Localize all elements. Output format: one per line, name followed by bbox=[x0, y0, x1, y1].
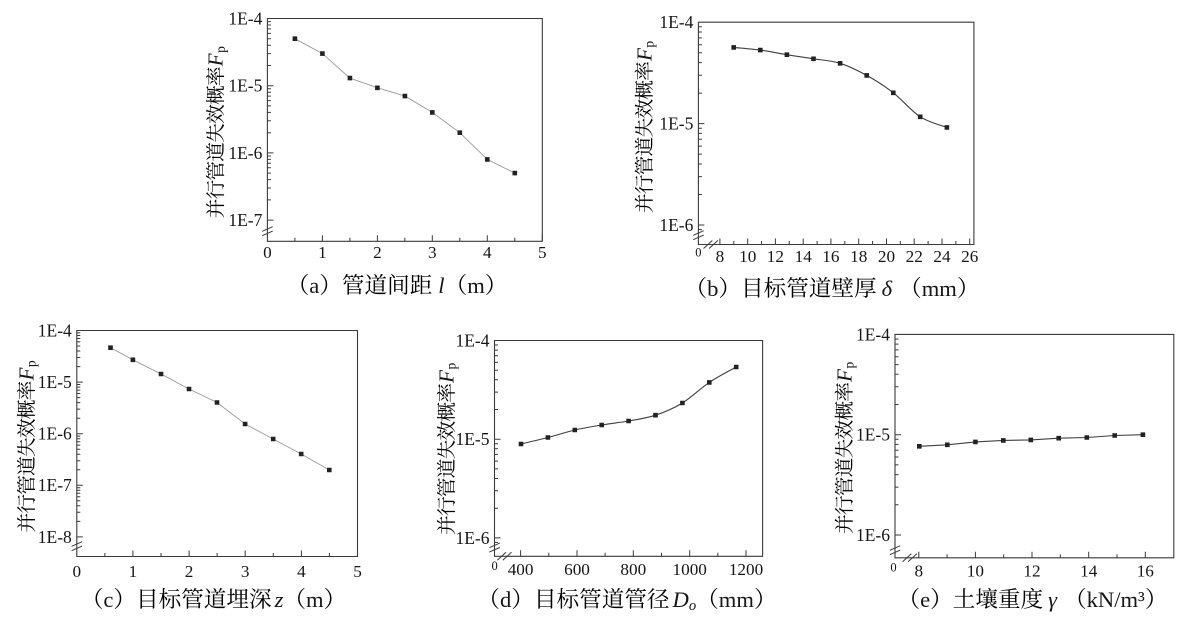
svg-text:2: 2 bbox=[373, 243, 382, 262]
svg-text:1E-7: 1E-7 bbox=[38, 475, 72, 495]
svg-text:1: 1 bbox=[318, 243, 327, 262]
svg-text:1E-6: 1E-6 bbox=[228, 143, 262, 163]
svg-text:14: 14 bbox=[1080, 562, 1098, 581]
svg-text:16: 16 bbox=[1137, 562, 1155, 581]
svg-text:0: 0 bbox=[73, 562, 82, 581]
svg-text:z: z bbox=[274, 587, 284, 612]
svg-text:1E-5: 1E-5 bbox=[228, 76, 262, 96]
svg-text:δ: δ bbox=[882, 276, 893, 301]
svg-text:1000: 1000 bbox=[673, 560, 707, 579]
svg-text:mm: mm bbox=[922, 276, 958, 301]
svg-text:1E-4: 1E-4 bbox=[38, 320, 72, 340]
svg-text:1E-4: 1E-4 bbox=[455, 330, 489, 350]
svg-text:1E-6: 1E-6 bbox=[38, 424, 72, 444]
svg-text:12: 12 bbox=[767, 247, 784, 266]
svg-text:1: 1 bbox=[129, 562, 138, 581]
svg-text:10: 10 bbox=[967, 562, 984, 581]
svg-text:20: 20 bbox=[878, 247, 895, 266]
svg-text:a: a bbox=[309, 273, 319, 298]
svg-text:2: 2 bbox=[185, 562, 194, 581]
svg-text:3: 3 bbox=[428, 243, 437, 262]
svg-text:d: d bbox=[500, 587, 512, 612]
svg-text:0: 0 bbox=[695, 246, 701, 260]
svg-text:c: c bbox=[103, 587, 113, 612]
svg-text:1E-6: 1E-6 bbox=[455, 528, 489, 548]
svg-text:1E-8: 1E-8 bbox=[38, 527, 72, 547]
svg-text:1E-4: 1E-4 bbox=[856, 324, 890, 344]
svg-text:D: D bbox=[672, 587, 689, 612]
svg-text:m: m bbox=[467, 273, 485, 298]
svg-text:14: 14 bbox=[795, 247, 813, 266]
svg-text:1E-5: 1E-5 bbox=[455, 429, 489, 449]
svg-text:1E-6: 1E-6 bbox=[856, 525, 890, 545]
svg-text:l: l bbox=[438, 273, 444, 298]
svg-text:1E-4: 1E-4 bbox=[228, 8, 262, 28]
svg-text:600: 600 bbox=[564, 560, 590, 579]
svg-text:1E-5: 1E-5 bbox=[659, 114, 693, 134]
svg-text:5: 5 bbox=[538, 243, 547, 262]
svg-text:1E-5: 1E-5 bbox=[856, 425, 890, 445]
svg-text:8: 8 bbox=[716, 247, 725, 266]
svg-text:m: m bbox=[306, 587, 324, 612]
svg-text:4: 4 bbox=[483, 243, 492, 262]
svg-text:8: 8 bbox=[915, 562, 924, 581]
svg-text:0: 0 bbox=[491, 559, 497, 573]
svg-text:24: 24 bbox=[933, 247, 951, 266]
svg-text:16: 16 bbox=[822, 247, 840, 266]
svg-text:800: 800 bbox=[620, 560, 646, 579]
svg-text:kN/m³: kN/m³ bbox=[1087, 587, 1145, 612]
svg-text:γ: γ bbox=[1048, 587, 1058, 612]
svg-text:26: 26 bbox=[961, 247, 979, 266]
svg-text:10: 10 bbox=[739, 247, 756, 266]
svg-text:0: 0 bbox=[263, 243, 272, 262]
svg-text:mm: mm bbox=[719, 587, 755, 612]
svg-text:22: 22 bbox=[906, 247, 923, 266]
svg-text:1E-5: 1E-5 bbox=[38, 372, 72, 392]
svg-text:18: 18 bbox=[850, 247, 867, 266]
svg-text:12: 12 bbox=[1023, 562, 1040, 581]
svg-text:3: 3 bbox=[241, 562, 250, 581]
svg-text:1E-6: 1E-6 bbox=[659, 215, 693, 235]
svg-text:5: 5 bbox=[353, 562, 362, 581]
svg-text:b: b bbox=[707, 276, 718, 301]
svg-text:400: 400 bbox=[508, 560, 534, 579]
svg-text:1200: 1200 bbox=[729, 560, 763, 579]
svg-text:1E-4: 1E-4 bbox=[659, 12, 693, 32]
svg-text:4: 4 bbox=[297, 562, 306, 581]
svg-text:1E-7: 1E-7 bbox=[228, 210, 262, 230]
svg-text:e: e bbox=[920, 587, 930, 612]
svg-text:o: o bbox=[689, 598, 696, 614]
svg-text:0: 0 bbox=[890, 560, 896, 574]
